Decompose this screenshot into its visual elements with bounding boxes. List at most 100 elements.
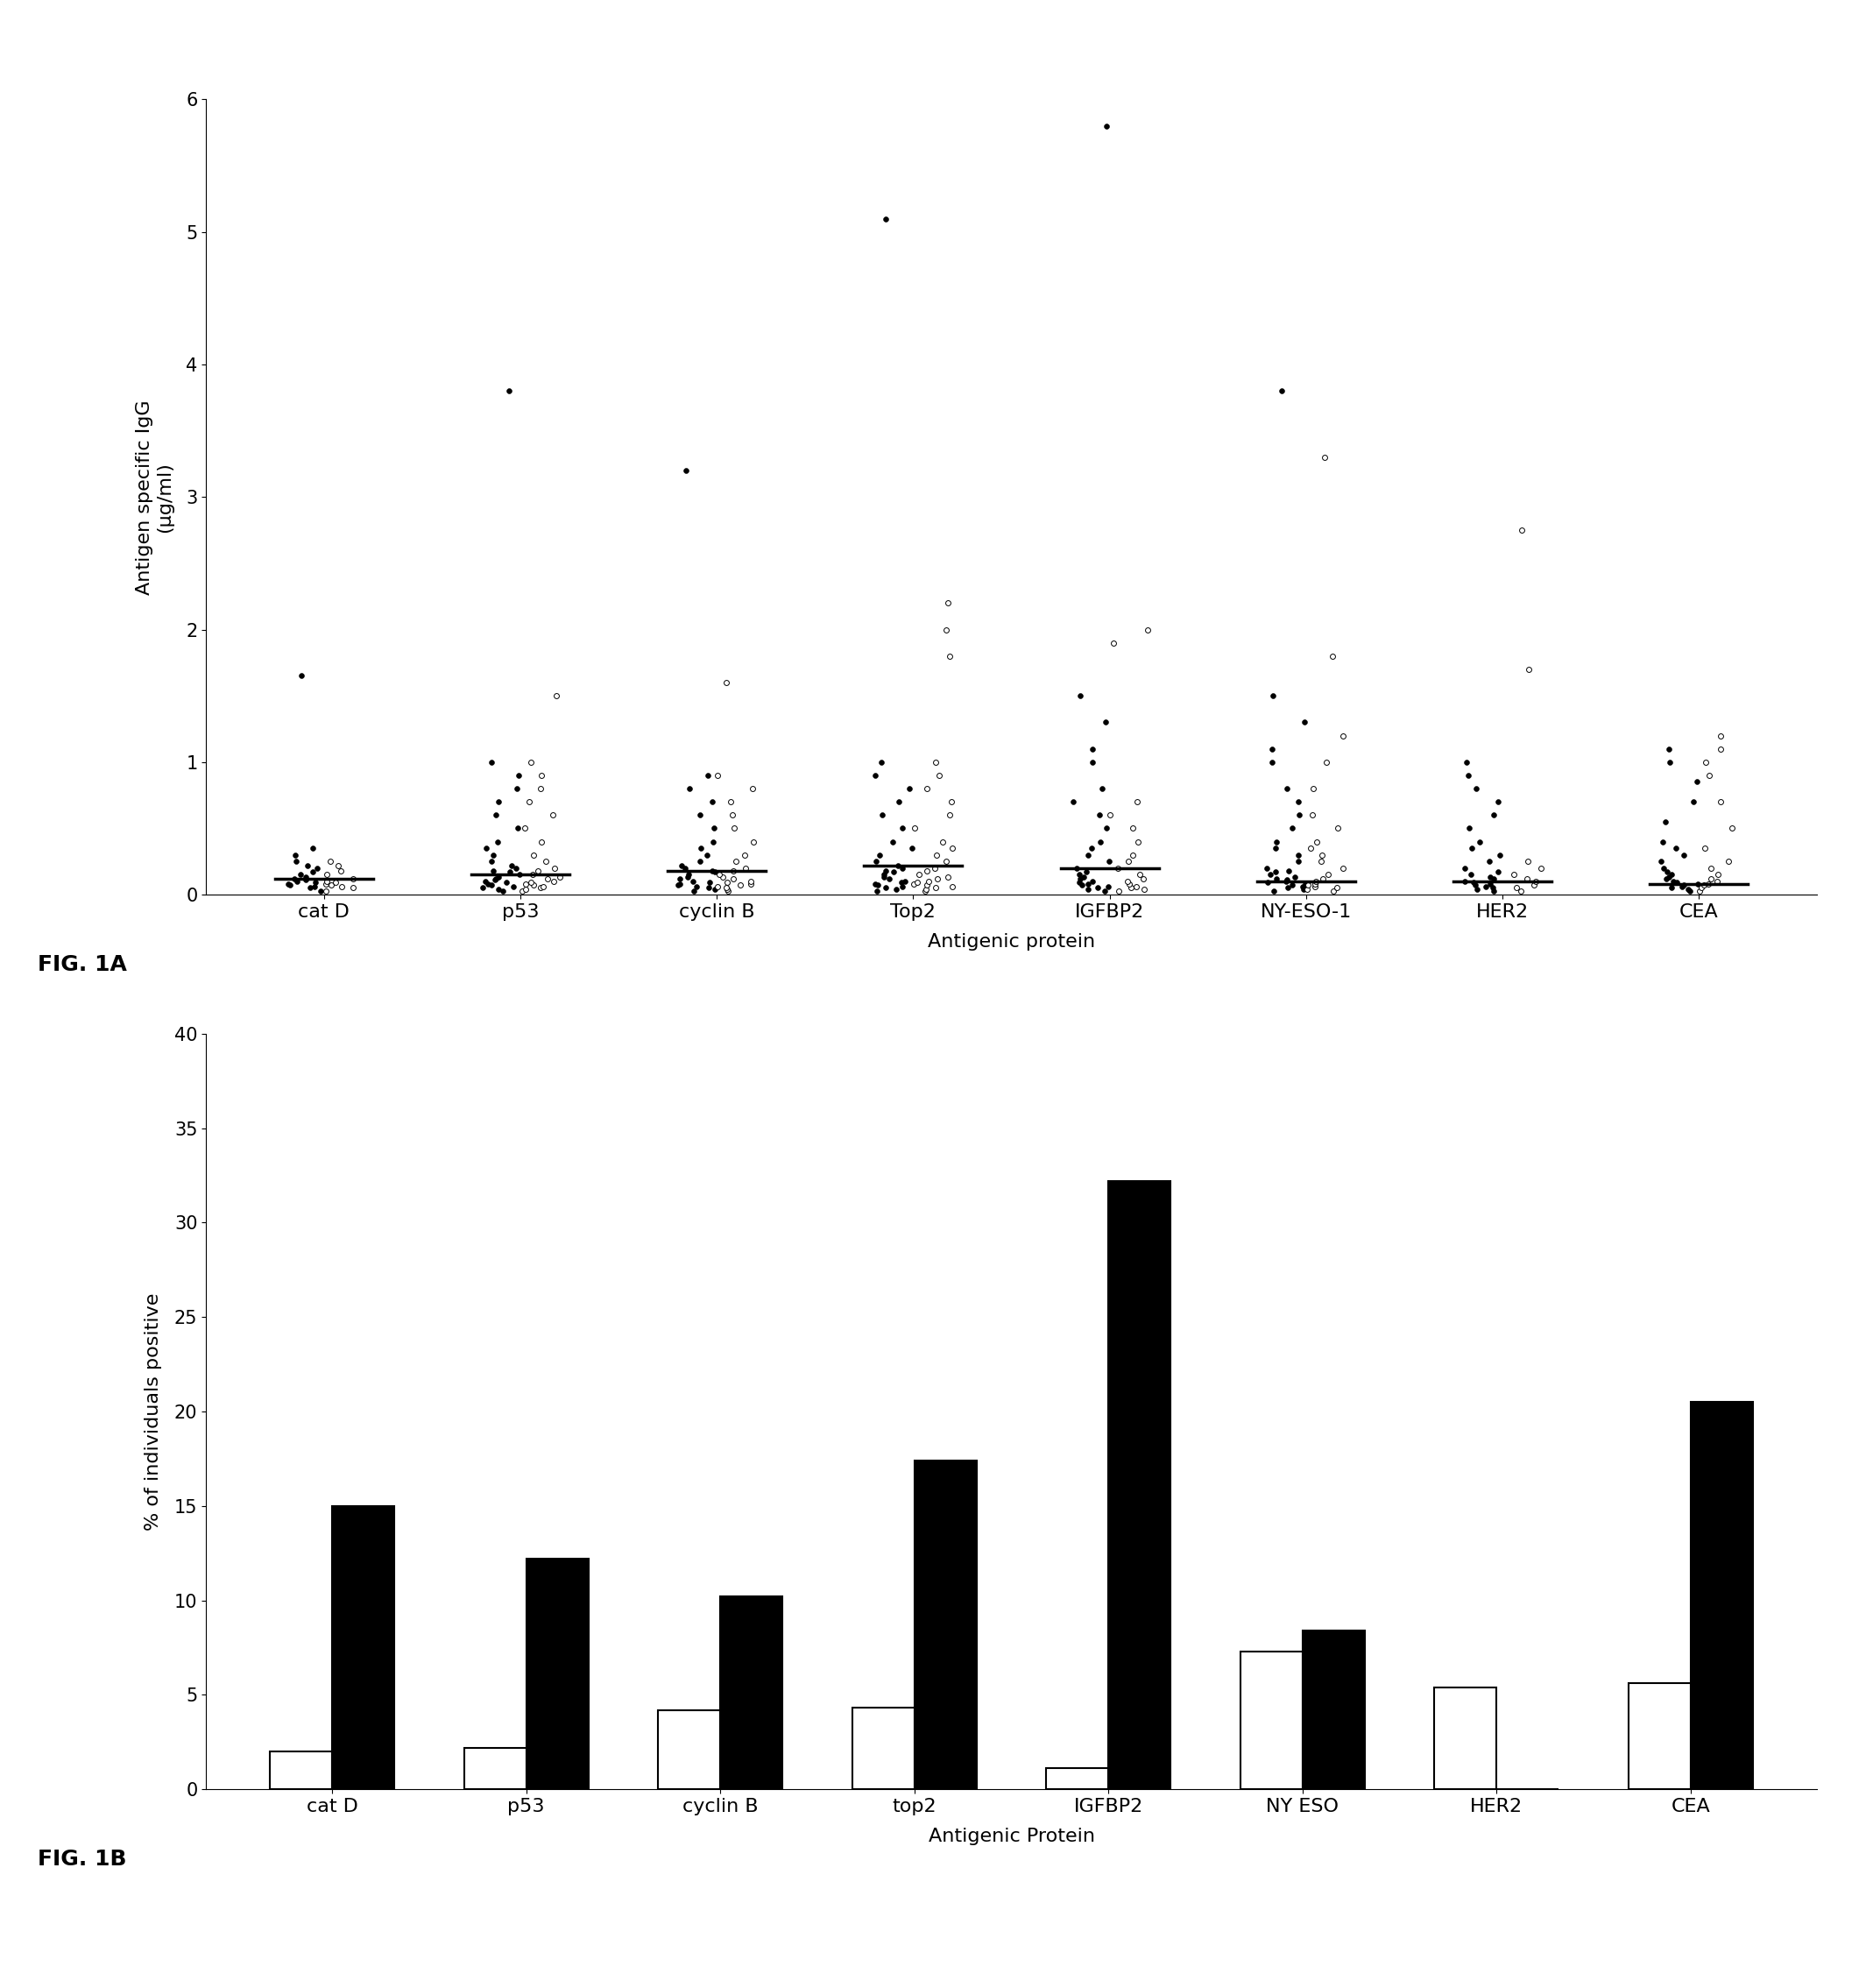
Point [1094,871,1124,903]
Point [682,871,712,903]
Point [311,865,341,897]
Point [519,869,549,901]
Point [899,813,929,845]
Point [922,839,951,871]
Point [704,859,734,891]
Point [1465,825,1495,857]
Point [1480,875,1510,907]
Point [470,865,500,897]
Point [481,799,511,831]
Point [300,867,330,899]
Point [1133,614,1163,646]
Point [1262,825,1292,857]
Point [920,853,950,885]
Point [283,865,313,897]
Point [933,586,963,618]
Point [513,785,543,817]
Point [1669,839,1699,871]
Point [1092,109,1122,141]
Point [1311,746,1341,777]
Point [1279,861,1309,893]
Point [665,863,695,895]
Point [541,680,571,712]
Point [702,759,732,791]
Y-axis label: % of individuals positive: % of individuals positive [144,1292,163,1531]
Point [1285,799,1315,831]
Point [478,855,508,887]
Point [697,785,727,817]
Point [1066,863,1096,895]
Bar [852,1708,914,1789]
Point [1289,873,1319,905]
Point [1526,853,1556,885]
Point [922,863,951,895]
Point [476,746,506,777]
Point [1257,746,1287,777]
Point [476,845,506,877]
X-axis label: Antigenic Protein: Antigenic Protein [929,1827,1094,1845]
Point [1457,833,1487,865]
Point [1317,640,1347,672]
Point [730,853,760,885]
Point [1090,706,1120,738]
Point [933,861,963,893]
Point [1693,869,1723,901]
Point [1658,873,1688,905]
Bar [332,1507,395,1789]
Point [509,813,539,845]
Point [671,455,701,487]
Point [878,857,908,889]
Point [1302,825,1332,857]
Point [1255,859,1285,891]
Point [478,869,508,901]
Point [678,865,708,897]
Point [487,875,517,907]
Point [1706,734,1736,765]
Point [1691,746,1721,777]
Point [1283,785,1313,817]
Point [498,871,528,903]
Text: FIG. 1A: FIG. 1A [37,954,127,976]
Point [1251,853,1281,885]
Point [502,773,532,805]
Point [1261,863,1290,895]
Point [532,863,562,895]
Point [494,376,524,408]
Point [667,849,697,881]
Point [1658,859,1688,891]
Point [483,785,513,817]
Bar [721,1596,783,1789]
Point [860,759,890,791]
Point [717,799,747,831]
Bar [914,1461,976,1789]
Point [1253,867,1283,899]
Point [721,845,751,877]
Point [1274,873,1304,905]
Point [1682,765,1712,797]
Point [472,833,502,865]
Point [1094,845,1124,877]
Point [1305,845,1335,877]
Point [1298,773,1328,805]
Point [1688,873,1718,905]
Point [1661,833,1691,865]
Point [1322,813,1352,845]
Point [863,869,893,901]
Point [1500,873,1530,905]
Point [888,871,918,903]
Point [691,839,721,871]
Point [1461,869,1491,901]
Point [504,759,534,791]
Point [281,839,311,871]
Point [1661,867,1691,899]
Point [695,867,725,899]
Point [315,845,345,877]
Point [719,855,749,887]
Point [1485,839,1515,871]
Point [862,875,892,907]
Point [888,853,918,885]
Point [339,863,369,895]
Point [1257,734,1287,765]
Point [1122,825,1152,857]
Point [910,873,940,905]
